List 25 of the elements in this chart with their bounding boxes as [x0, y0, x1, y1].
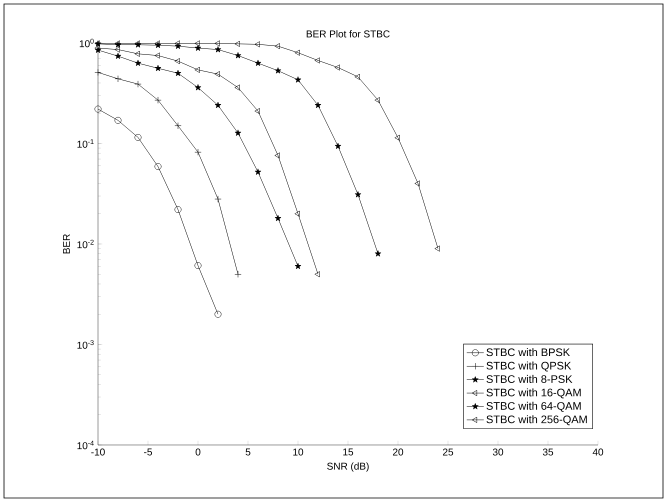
- x-tick-label: 10: [293, 448, 304, 456]
- legend-label: STBC with QPSK: [486, 362, 572, 372]
- x-axis-title: SNR (dB): [327, 462, 369, 472]
- x-tick-label: 30: [492, 448, 504, 456]
- x-tick-label: 25: [442, 448, 454, 456]
- x-tick-label: 5: [246, 448, 250, 456]
- x-tick-label: 0: [196, 448, 200, 456]
- y-tick-label: 10$^{-1}$: [77, 139, 94, 148]
- x-tick-label: 35: [542, 448, 554, 456]
- legend-label: STBC with 256-QAM: [486, 415, 587, 426]
- x-tick-label: 20: [392, 448, 404, 456]
- legend-label: STBC with BPSK: [486, 348, 570, 356]
- legend-label: STBC with 8-PSK: [486, 374, 572, 383]
- x-tick-label: -10: [91, 448, 105, 456]
- x-tick-label: -5: [144, 448, 152, 456]
- y-tick-label: 10$^{-3}$: [77, 340, 94, 349]
- legend-label: STBC with 16-QAM: [486, 388, 581, 398]
- y-tick-label: 10$^{0}$: [80, 38, 94, 48]
- chart-title: BER Plot for STBC: [306, 30, 390, 38]
- y-axis-title: BER: [63, 234, 70, 254]
- x-tick-label: 15: [343, 448, 354, 456]
- legend-label: STBC with 64-QAM: [486, 402, 581, 412]
- y-tick-label: 10$^{-2}$: [77, 240, 94, 248]
- y-tick-label: 10$^{-4}$: [77, 440, 94, 450]
- x-tick-label: 40: [592, 448, 604, 456]
